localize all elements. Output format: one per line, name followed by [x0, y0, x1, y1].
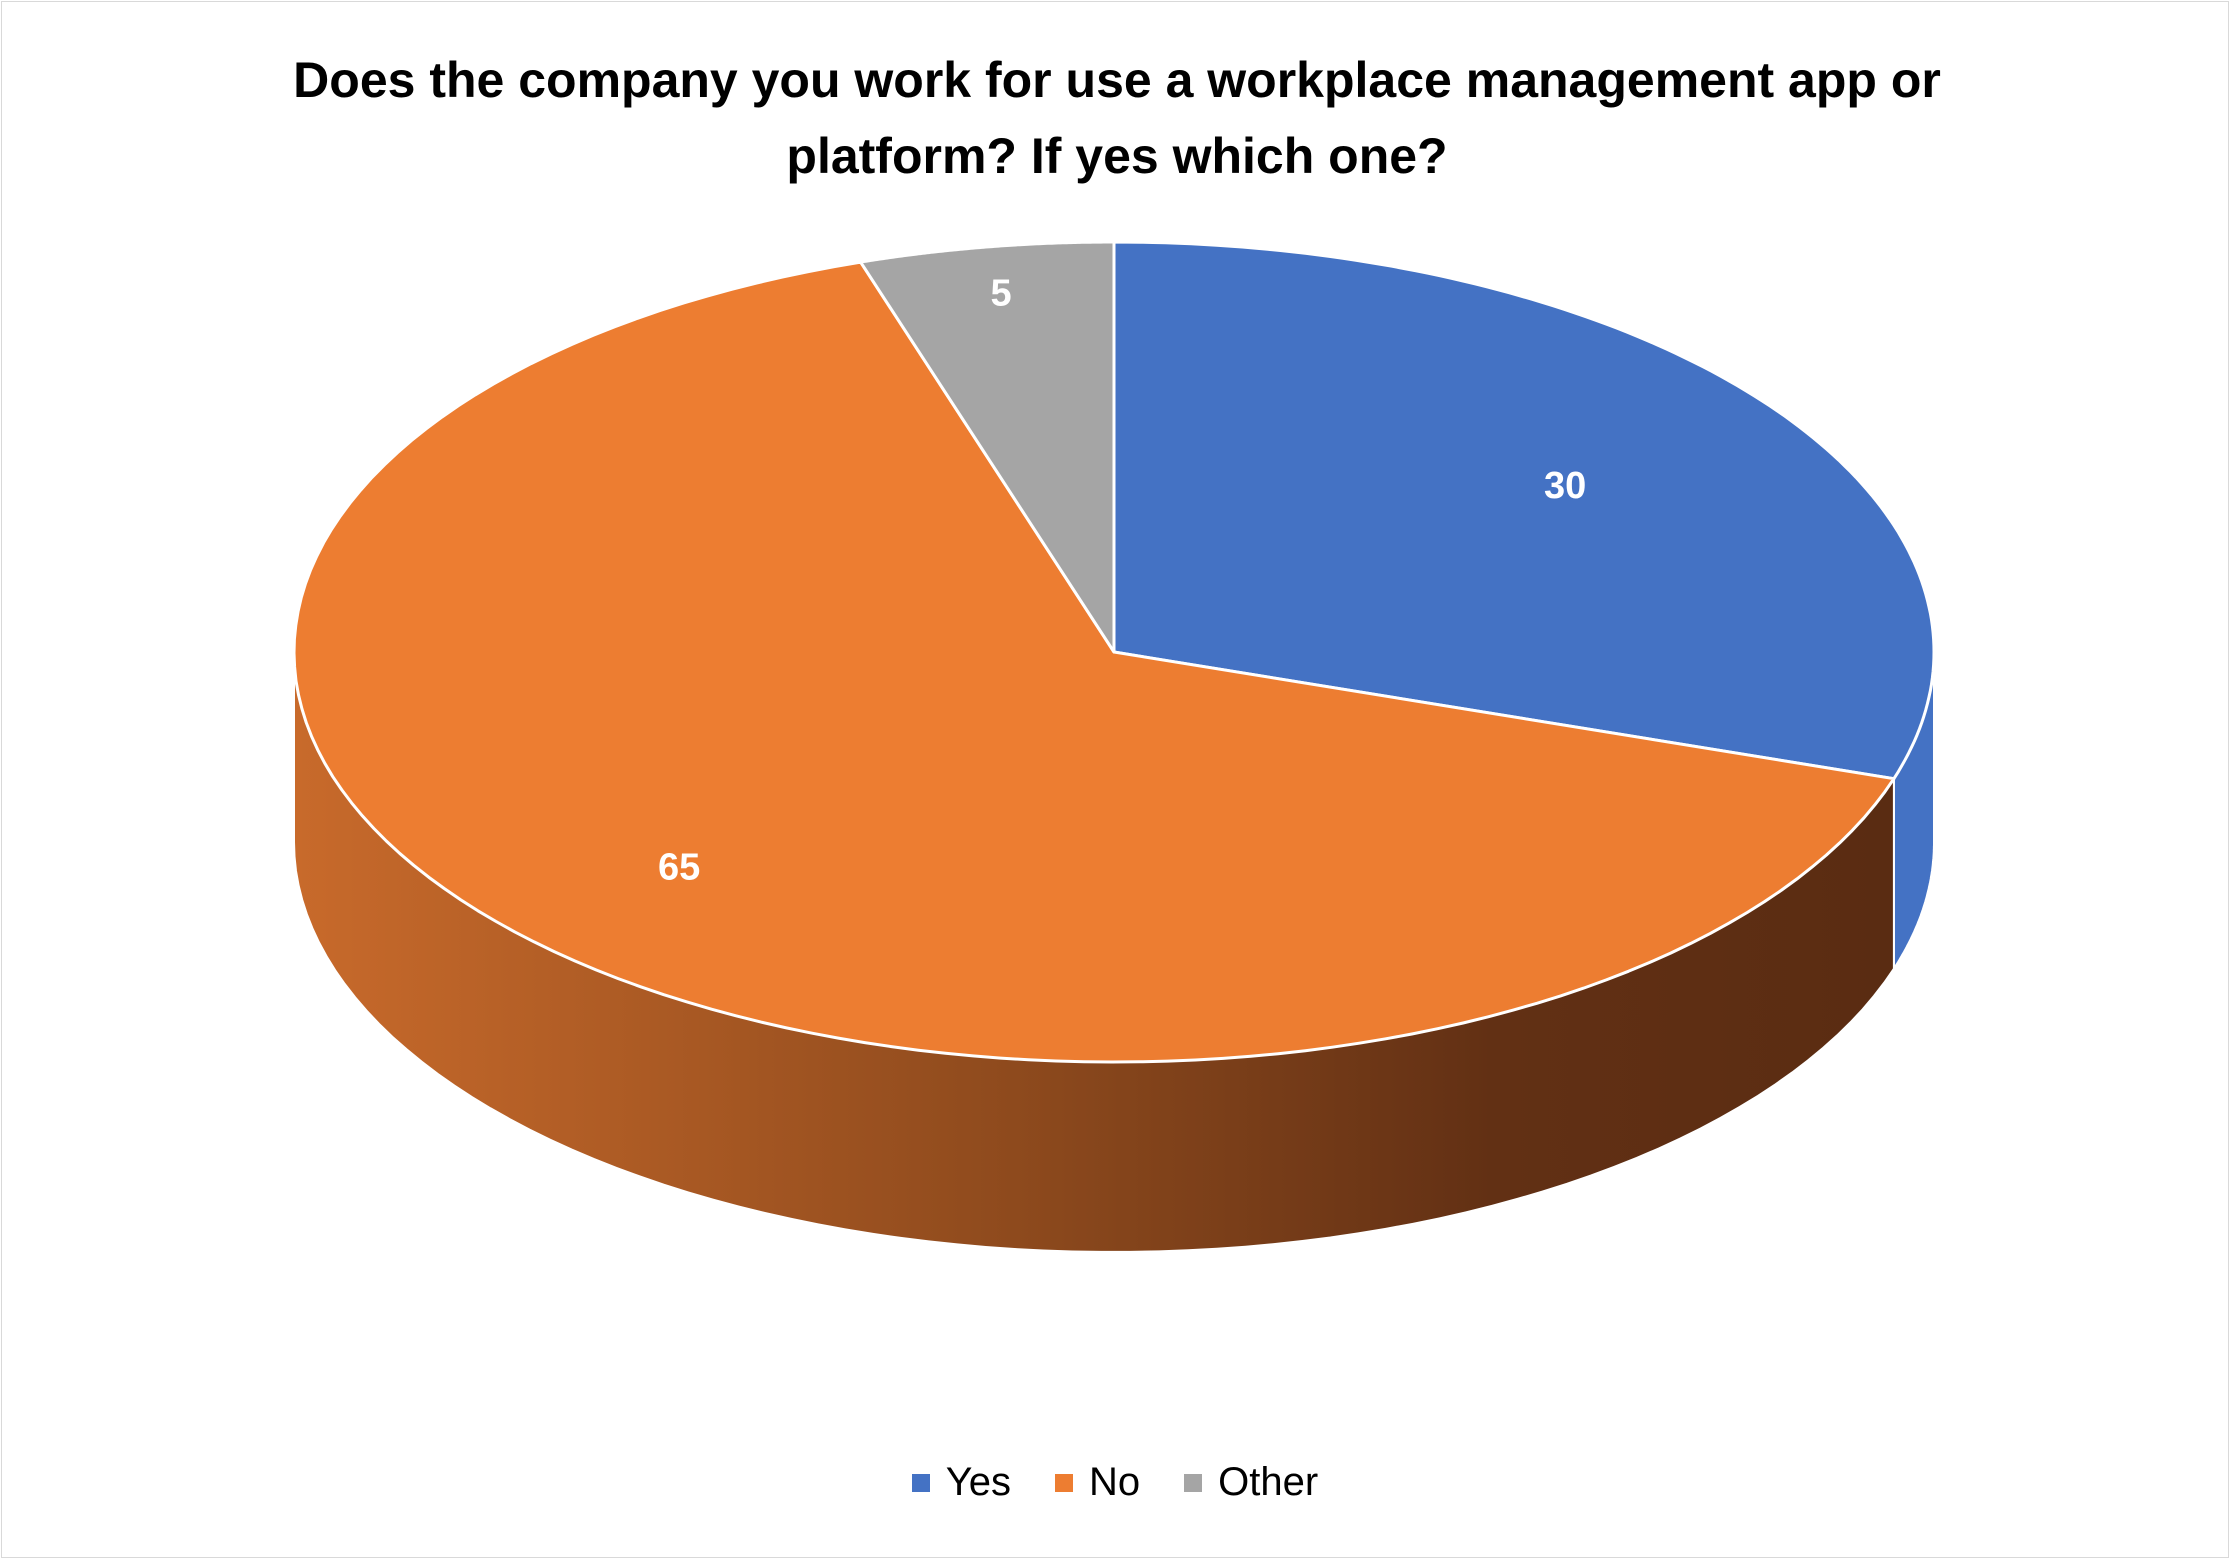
legend: Yes No Other	[0, 1460, 2230, 1505]
legend-swatch-other	[1184, 1473, 1203, 1492]
pie-slice-other[interactable]	[859, 240, 1116, 654]
pie-slice-no[interactable]	[292, 260, 1896, 1064]
pie-slice-yes[interactable]	[1112, 240, 1936, 781]
legend-label-other: Other	[1218, 1460, 1319, 1504]
legend-item-yes[interactable]: Yes	[911, 1460, 1012, 1505]
legend-item-no[interactable]: No	[1055, 1460, 1140, 1505]
data-label-other: 5	[991, 273, 1012, 315]
data-label-no: 65	[658, 846, 700, 888]
legend-label-no: No	[1089, 1460, 1141, 1504]
legend-item-other[interactable]: Other	[1184, 1460, 1318, 1505]
legend-label-yes: Yes	[945, 1460, 1012, 1504]
chart-title: Does the company you work for use a work…	[293, 52, 1941, 184]
legend-swatch-yes	[911, 1473, 930, 1492]
legend-swatch-no	[1055, 1473, 1074, 1492]
data-label-yes: 30	[1544, 465, 1586, 507]
